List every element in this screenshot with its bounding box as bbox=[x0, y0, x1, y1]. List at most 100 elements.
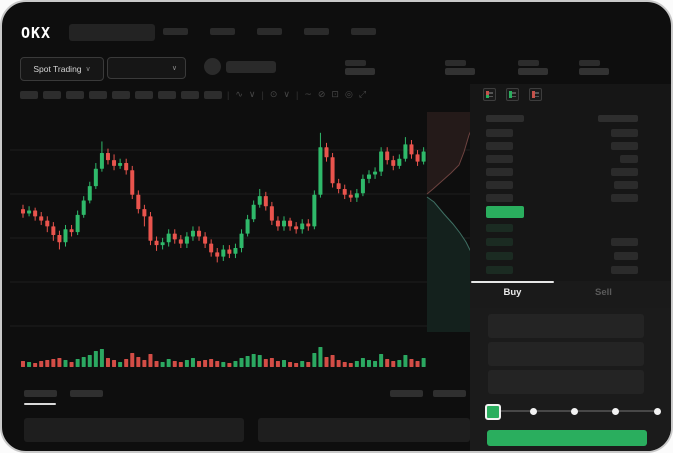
timeframe-button-placeholder[interactable] bbox=[112, 91, 130, 99]
volume-bar bbox=[336, 360, 341, 367]
orderbook-ask-row[interactable] bbox=[486, 194, 638, 202]
timeframe-button-placeholder[interactable] bbox=[158, 91, 176, 99]
candle-body bbox=[288, 220, 293, 227]
volume-bar bbox=[209, 359, 214, 367]
timeframe-button-placeholder[interactable] bbox=[204, 91, 222, 99]
orderbook-bid-row[interactable] bbox=[486, 224, 638, 232]
slider-stop-dot[interactable] bbox=[653, 407, 661, 415]
pair-name-placeholder bbox=[226, 61, 276, 73]
timeframe-button-placeholder[interactable] bbox=[43, 91, 61, 99]
amount-slider-handle[interactable] bbox=[485, 404, 501, 420]
candle-body bbox=[118, 163, 123, 166]
candle-body bbox=[154, 240, 159, 246]
candle-body bbox=[409, 144, 414, 155]
indicators-icon[interactable]: ⊙ bbox=[269, 89, 278, 100]
chevron-down-icon[interactable]: ∨ bbox=[248, 89, 256, 100]
orderbook-ask-row[interactable] bbox=[486, 155, 638, 163]
candle-body bbox=[184, 236, 189, 244]
orderbook-bid-row[interactable] bbox=[486, 266, 638, 274]
orderbook-bid-row[interactable] bbox=[486, 252, 638, 260]
candlestick-chart[interactable] bbox=[10, 109, 478, 375]
ticker-stat-placeholder bbox=[445, 60, 475, 75]
slider-stop-dot[interactable] bbox=[612, 407, 620, 415]
stat-value-placeholder bbox=[345, 68, 375, 75]
volume-bar bbox=[306, 362, 311, 367]
candle-body bbox=[312, 194, 317, 227]
line-tools-icon[interactable]: ~ bbox=[304, 89, 312, 100]
orderbook-ask-row[interactable] bbox=[486, 129, 638, 137]
bottom-tab-placeholder[interactable] bbox=[24, 390, 57, 397]
amount-slider-track[interactable] bbox=[492, 407, 661, 415]
stat-value-placeholder bbox=[518, 68, 548, 75]
bottom-link-placeholder[interactable] bbox=[390, 390, 423, 397]
candle-body bbox=[227, 249, 232, 254]
volume-bar bbox=[397, 360, 402, 367]
market-type-selector[interactable]: Spot Trading ∨ bbox=[20, 57, 104, 81]
ask-price-placeholder bbox=[486, 181, 513, 189]
bottom-link-placeholder[interactable] bbox=[433, 390, 466, 397]
volume-bar bbox=[45, 360, 50, 367]
nav-item-placeholder[interactable] bbox=[210, 28, 235, 35]
snapshot-icon[interactable]: ⊡ bbox=[331, 89, 339, 100]
orderbook-bid-row[interactable] bbox=[486, 238, 638, 246]
nav-item-placeholder[interactable] bbox=[163, 28, 188, 35]
chart-tools-row: | ∿ ∨ | ⊙ ∨ | ~ ⊘ ⊡ ◎ ⤢ bbox=[227, 89, 366, 101]
fullscreen-icon[interactable]: ⤢ bbox=[358, 89, 367, 100]
candle-body bbox=[33, 210, 38, 217]
settings-icon[interactable]: ◎ bbox=[344, 89, 353, 100]
stat-label-placeholder bbox=[345, 60, 366, 66]
candle-body bbox=[130, 170, 135, 195]
volume-bar bbox=[142, 360, 147, 367]
bid-price-placeholder bbox=[486, 238, 513, 246]
candle-body bbox=[318, 147, 323, 195]
timeframe-button-placeholder[interactable] bbox=[135, 91, 153, 99]
orderbook-view-both-icon[interactable] bbox=[483, 88, 496, 101]
candle-body bbox=[27, 210, 32, 214]
volume-bar bbox=[354, 361, 359, 367]
candle-body bbox=[81, 200, 86, 215]
orderbook-view-bids-icon[interactable] bbox=[506, 88, 519, 101]
volume-bar bbox=[415, 361, 420, 367]
timeframe-button-placeholder[interactable] bbox=[20, 91, 38, 99]
ask-amount-placeholder bbox=[611, 142, 638, 150]
timeframe-button-placeholder[interactable] bbox=[89, 91, 107, 99]
orderbook-view-asks-icon[interactable] bbox=[529, 88, 542, 101]
slider-stop-dot[interactable] bbox=[571, 407, 578, 415]
tab-buy[interactable]: Buy bbox=[503, 287, 522, 298]
volume-bar bbox=[130, 353, 135, 367]
candle-body bbox=[172, 233, 177, 240]
last-price-highlight[interactable] bbox=[486, 206, 524, 218]
measure-icon[interactable]: ⊘ bbox=[317, 89, 326, 100]
pair-selector-dropdown[interactable]: ∨ bbox=[107, 57, 186, 79]
okx-logo[interactable]: OKX bbox=[21, 24, 52, 42]
candle-style-icon[interactable]: ∿ bbox=[235, 89, 243, 100]
orderbook-ask-row[interactable] bbox=[486, 181, 638, 189]
volume-bar bbox=[105, 358, 110, 367]
volume-bar bbox=[81, 357, 86, 367]
slider-stop-dot[interactable] bbox=[529, 407, 537, 415]
volume-bar bbox=[51, 359, 56, 367]
volume-bar bbox=[63, 360, 68, 367]
orderbook-ask-row[interactable] bbox=[486, 142, 638, 150]
bottom-tab-placeholder[interactable] bbox=[70, 390, 103, 397]
buy-submit-button[interactable] bbox=[487, 430, 647, 446]
nav-item-placeholder[interactable] bbox=[351, 28, 376, 35]
chevron-down-icon[interactable]: ∨ bbox=[283, 89, 290, 100]
bid-price-placeholder bbox=[486, 252, 513, 260]
stat-label-placeholder bbox=[445, 60, 466, 66]
candle-body bbox=[373, 171, 378, 175]
nav-item-placeholder[interactable] bbox=[257, 28, 282, 35]
chevron-down-icon: ∨ bbox=[171, 64, 177, 72]
order-input-placeholder[interactable] bbox=[488, 342, 644, 366]
tab-sell[interactable]: Sell bbox=[595, 287, 612, 298]
nav-item-placeholder[interactable] bbox=[304, 28, 329, 35]
order-input-placeholder[interactable] bbox=[488, 314, 644, 338]
timeframe-button-placeholder[interactable] bbox=[66, 91, 84, 99]
candle-body bbox=[342, 188, 347, 195]
icon-line bbox=[535, 95, 539, 97]
orderbook-ask-row[interactable] bbox=[486, 168, 638, 176]
ask-price-placeholder bbox=[486, 155, 513, 163]
timeframe-button-placeholder[interactable] bbox=[181, 91, 199, 99]
order-input-placeholder[interactable] bbox=[488, 370, 644, 394]
